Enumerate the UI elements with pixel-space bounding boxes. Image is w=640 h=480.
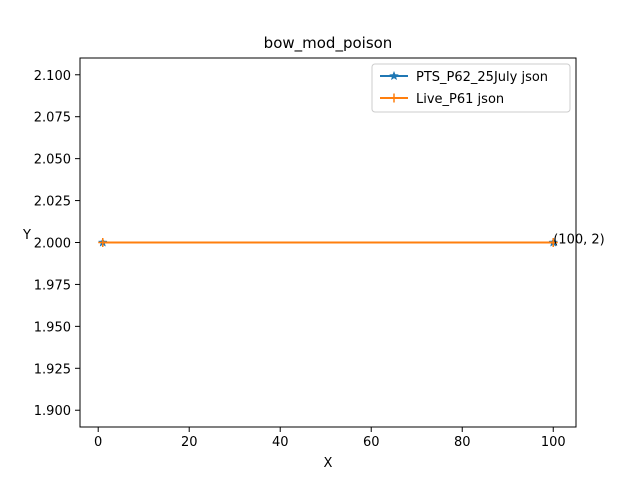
data-point-plus bbox=[389, 93, 399, 103]
x-axis: 0 20 40 60 80 100 bbox=[94, 427, 566, 450]
legend-entry: PTS_P62_25July json bbox=[380, 70, 548, 85]
x-tick-label: 20 bbox=[181, 435, 198, 450]
y-tick-label: 2.075 bbox=[34, 111, 71, 126]
legend-entry: Live_P61 json bbox=[380, 92, 504, 107]
y-tick-label: 1.925 bbox=[34, 362, 71, 377]
x-tick-label: 80 bbox=[454, 435, 471, 450]
y-tick-label: 2.100 bbox=[34, 69, 71, 84]
x-tick-label: 0 bbox=[94, 435, 102, 450]
x-tick-label: 60 bbox=[363, 435, 380, 450]
series-layer bbox=[97, 237, 559, 247]
y-tick-label: 1.975 bbox=[34, 278, 71, 293]
legend-label: Live_P61 json bbox=[416, 92, 504, 107]
y-tick-label: 1.900 bbox=[34, 404, 71, 419]
point-annotation: (100, 2) bbox=[553, 233, 605, 248]
x-tick-label: 40 bbox=[272, 435, 289, 450]
data-point-star bbox=[389, 70, 399, 81]
chart-title: bow_mod_poison bbox=[264, 34, 393, 53]
x-tick-label: 100 bbox=[541, 435, 566, 450]
y-axis: 1.900 1.925 1.950 1.975 2.000 2.025 2.050 2.075… bbox=[34, 69, 80, 419]
data-point-plus bbox=[98, 238, 108, 247]
data-point-plus bbox=[548, 238, 558, 247]
legend-box bbox=[371, 63, 571, 113]
legend: PTS_P62_25July json Live_P61 json bbox=[371, 63, 571, 113]
y-tick-label: 2.025 bbox=[34, 195, 71, 210]
y-tick-label: 1.950 bbox=[34, 320, 71, 335]
x-axis-label: X bbox=[324, 456, 333, 471]
annotation-layer: (100, 2) bbox=[553, 233, 605, 248]
legend-label: PTS_P62_25July json bbox=[416, 70, 548, 85]
y-axis-label: Y bbox=[22, 228, 31, 243]
y-tick-label: 2.000 bbox=[34, 237, 71, 252]
series-2 bbox=[98, 238, 558, 247]
y-tick-label: 2.050 bbox=[34, 153, 71, 168]
